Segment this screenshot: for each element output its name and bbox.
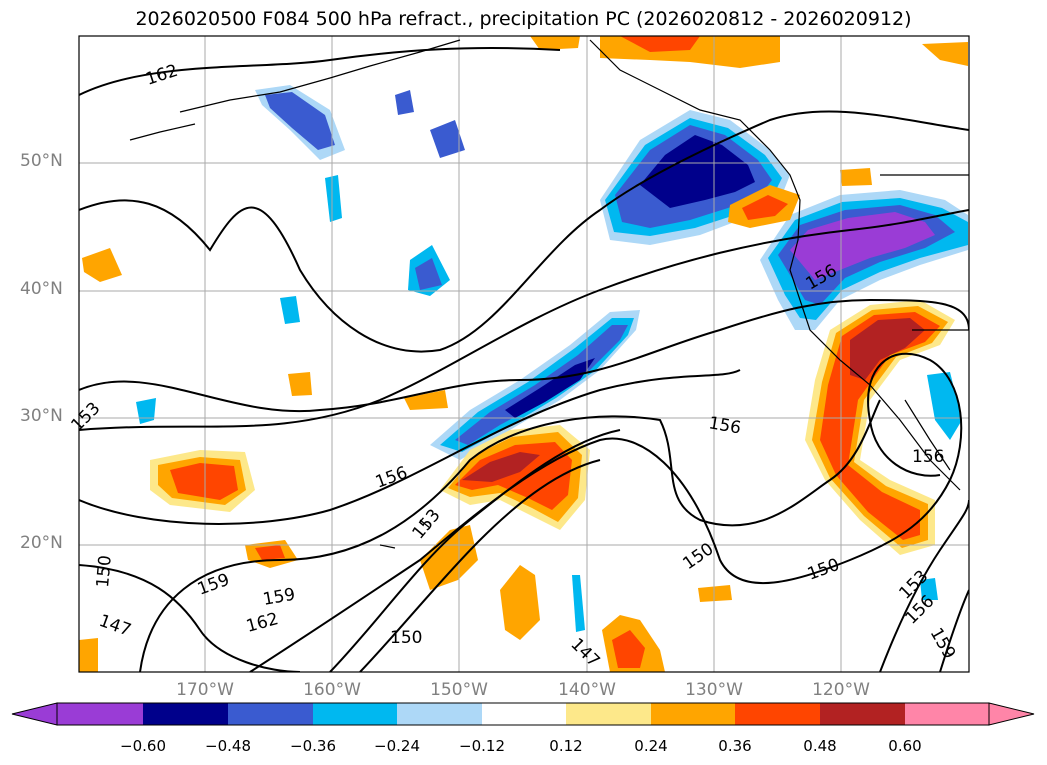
colorbar-bin: [820, 703, 905, 725]
colorbar-bin: [651, 703, 735, 725]
precip-shading: [79, 36, 968, 672]
colorbar-tick-label: 0.60: [888, 737, 922, 755]
contour-label: 150: [93, 554, 116, 588]
lat-label-50n: 50°N: [20, 151, 63, 171]
colorbar-tick-label: 0.36: [718, 737, 752, 755]
map-frame: [78, 35, 970, 673]
lon-label-130w: 130°W: [685, 680, 743, 700]
lat-label-20n: 20°N: [20, 533, 63, 553]
colorbar-bin: [397, 703, 482, 725]
lon-label-160w: 160°W: [303, 680, 361, 700]
height-contours: [79, 47, 969, 672]
colorbar-tick-label: −0.24: [374, 737, 420, 755]
contour-label: 150: [390, 628, 422, 648]
figure-title: 2026020500 F084 500 hPa refract., precip…: [135, 8, 912, 30]
colorbar-tick-label: 0.48: [803, 737, 837, 755]
colorbar-tick-label: −0.36: [290, 737, 336, 755]
colorbar-tick-label: 0.12: [549, 737, 583, 755]
colorbar-extend-min: [11, 702, 58, 726]
lat-label-40n: 40°N: [20, 279, 63, 299]
colorbar-tick-label: −0.48: [205, 737, 251, 755]
colorbar-bin: [566, 703, 651, 725]
lon-label-120w: 120°W: [812, 680, 870, 700]
colorbar-bin: [57, 703, 143, 725]
colorbar-tick-label: −0.12: [459, 737, 505, 755]
colorbar-bin: [228, 703, 313, 725]
colorbar-frame: [56, 702, 990, 726]
colorbar-bin: [313, 703, 397, 725]
colorbar-bin: [735, 703, 820, 725]
colorbar: [11, 702, 1035, 726]
colorbar-bin: [482, 703, 566, 725]
gridlines: [79, 36, 969, 672]
lon-label-150w: 150°W: [430, 680, 488, 700]
lon-label-170w: 170°W: [176, 680, 234, 700]
colorbar-bin: [143, 703, 228, 725]
contour-label: 156: [912, 447, 944, 467]
lat-label-30n: 30°N: [20, 406, 63, 426]
lon-label-140w: 140°W: [558, 680, 616, 700]
coastlines: [129, 39, 969, 549]
colorbar-tick-label: 0.24: [634, 737, 668, 755]
colorbar-tick-label: −0.60: [120, 737, 166, 755]
colorbar-extend-max: [988, 702, 1035, 726]
colorbar-bin: [905, 703, 989, 725]
